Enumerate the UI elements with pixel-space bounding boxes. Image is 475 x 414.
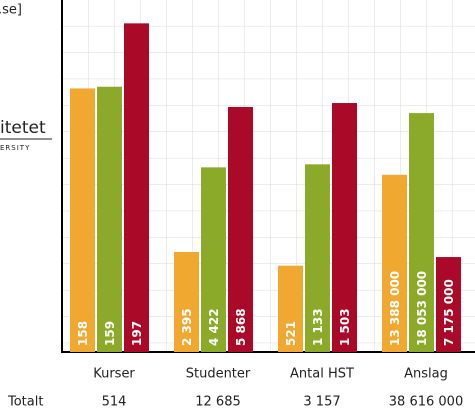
- total-value: 38 616 000: [389, 395, 463, 410]
- total-value: 3 157: [303, 395, 340, 410]
- bar: [201, 167, 226, 352]
- x-tick-label: Antal HST: [290, 367, 354, 382]
- bar: [332, 103, 357, 352]
- bar: [174, 251, 199, 352]
- bar: [70, 88, 95, 353]
- bar: [228, 106, 253, 352]
- value-label: 4 422: [207, 308, 221, 346]
- value-label: 18 053 000: [415, 271, 429, 346]
- bar: [436, 257, 461, 352]
- bar: [409, 113, 434, 353]
- bar: [97, 86, 122, 353]
- bar: [305, 164, 330, 352]
- total-value: 514: [102, 395, 127, 410]
- value-label: 1 133: [311, 308, 325, 346]
- x-tick-label: Studenter: [186, 367, 251, 382]
- total-value: 12 685: [195, 395, 241, 410]
- x-tick-label: Kurser: [93, 367, 135, 382]
- value-label: 13 388 000: [388, 271, 402, 346]
- value-label: 5 868: [234, 308, 248, 346]
- value-label: 7 175 000: [442, 279, 456, 346]
- value-label: 521: [284, 321, 298, 346]
- value-label: 2 395: [180, 308, 194, 346]
- total-label: Totalt: [7, 395, 43, 410]
- bar: [278, 265, 303, 352]
- logo-sub-fragment: ERSITY: [0, 144, 30, 152]
- value-label: 158: [76, 321, 90, 346]
- value-label: 159: [103, 321, 117, 346]
- bar: [124, 23, 149, 353]
- x-tick-label: Anslag: [404, 367, 448, 382]
- logo-fragment: itetet: [0, 118, 46, 138]
- value-label: 197: [130, 321, 144, 346]
- bar: [382, 174, 407, 352]
- header-fragment: .se]: [0, 3, 22, 18]
- value-label: 1 503: [338, 308, 352, 346]
